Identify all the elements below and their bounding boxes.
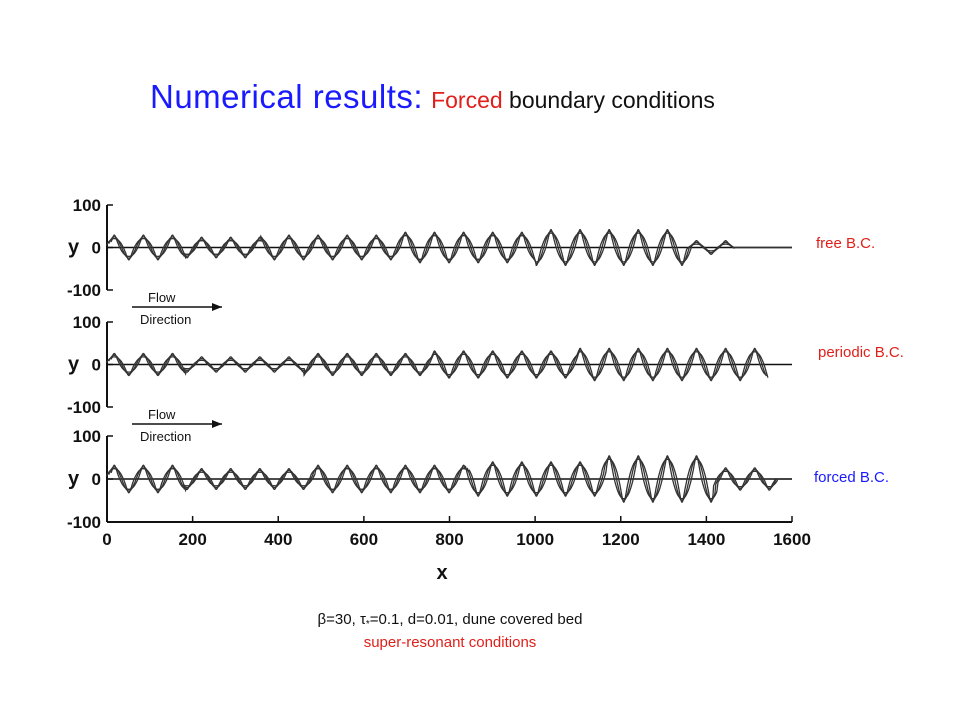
direction-label-0: Direction: [140, 312, 191, 327]
x-tick-label-4: 800: [435, 530, 463, 549]
meander-curve-2-1: [108, 456, 792, 502]
y-tick-label-1-0: 100: [73, 313, 101, 332]
panel-label-free: free B.C.: [816, 235, 876, 252]
x-tick-label-7: 1400: [687, 530, 725, 549]
meander-curve-0-0: [105, 232, 792, 266]
y-tick-label-0-1: 0: [92, 239, 101, 258]
direction-label-1: Direction: [140, 429, 191, 444]
panel-label-periodic: periodic B.C.: [818, 344, 904, 361]
slide-title: Numerical results: Forced boundary condit…: [150, 78, 715, 116]
x-tick-label-6: 1200: [602, 530, 640, 549]
x-tick-label-5: 1000: [516, 530, 554, 549]
x-axis-label: x: [436, 562, 447, 584]
panel-label-forced: forced B.C.: [814, 469, 890, 486]
title-main: Numerical results:: [150, 78, 424, 115]
params-a: =30,: [326, 611, 360, 628]
tau-symbol: τ: [359, 611, 366, 628]
meander-curve-2-2: [110, 455, 792, 500]
y-axis-label-0: y: [68, 237, 80, 259]
title-rest: boundary conditions: [502, 87, 715, 113]
tau-subscript: *: [365, 619, 370, 630]
y-tick-label-0-0: 100: [73, 196, 101, 215]
x-tick-label-2: 400: [264, 530, 292, 549]
flow-label-1: Flow: [148, 407, 176, 422]
x-tick-label-3: 600: [350, 530, 378, 549]
x-tick-label-1: 200: [178, 530, 206, 549]
meander-curve-0-1: [108, 230, 792, 265]
params-b: =0.1, d=0.01, dune covered bed: [369, 611, 583, 628]
y-tick-label-2-1: 0: [92, 470, 101, 489]
y-axis-label-2: y: [68, 468, 80, 490]
meander-curve-0-2: [110, 229, 792, 263]
y-tick-label-2-2: -100: [67, 513, 101, 532]
y-tick-label-0-2: -100: [67, 281, 101, 300]
parameter-caption: β=30, τ*=0.1, d=0.01, dune covered bed: [0, 611, 900, 630]
x-tick-label-0: 0: [102, 530, 111, 549]
y-tick-label-1-2: -100: [67, 398, 101, 417]
meander-curve-1-2: [110, 347, 766, 378]
x-tick-label-8: 1600: [773, 530, 811, 549]
flow-arrow-head-0: [212, 303, 222, 311]
flow-label-0: Flow: [148, 290, 176, 305]
title-highlight: Forced: [431, 87, 503, 113]
flow-arrow-head-1: [212, 420, 222, 428]
beta-symbol: β: [317, 611, 327, 628]
y-tick-label-1-1: 0: [92, 356, 101, 375]
meander-curve-2-0: [105, 458, 792, 503]
regime-caption: super-resonant conditions: [363, 634, 537, 651]
y-tick-label-2-0: 100: [73, 427, 101, 446]
y-axis-label-1: y: [68, 354, 80, 376]
